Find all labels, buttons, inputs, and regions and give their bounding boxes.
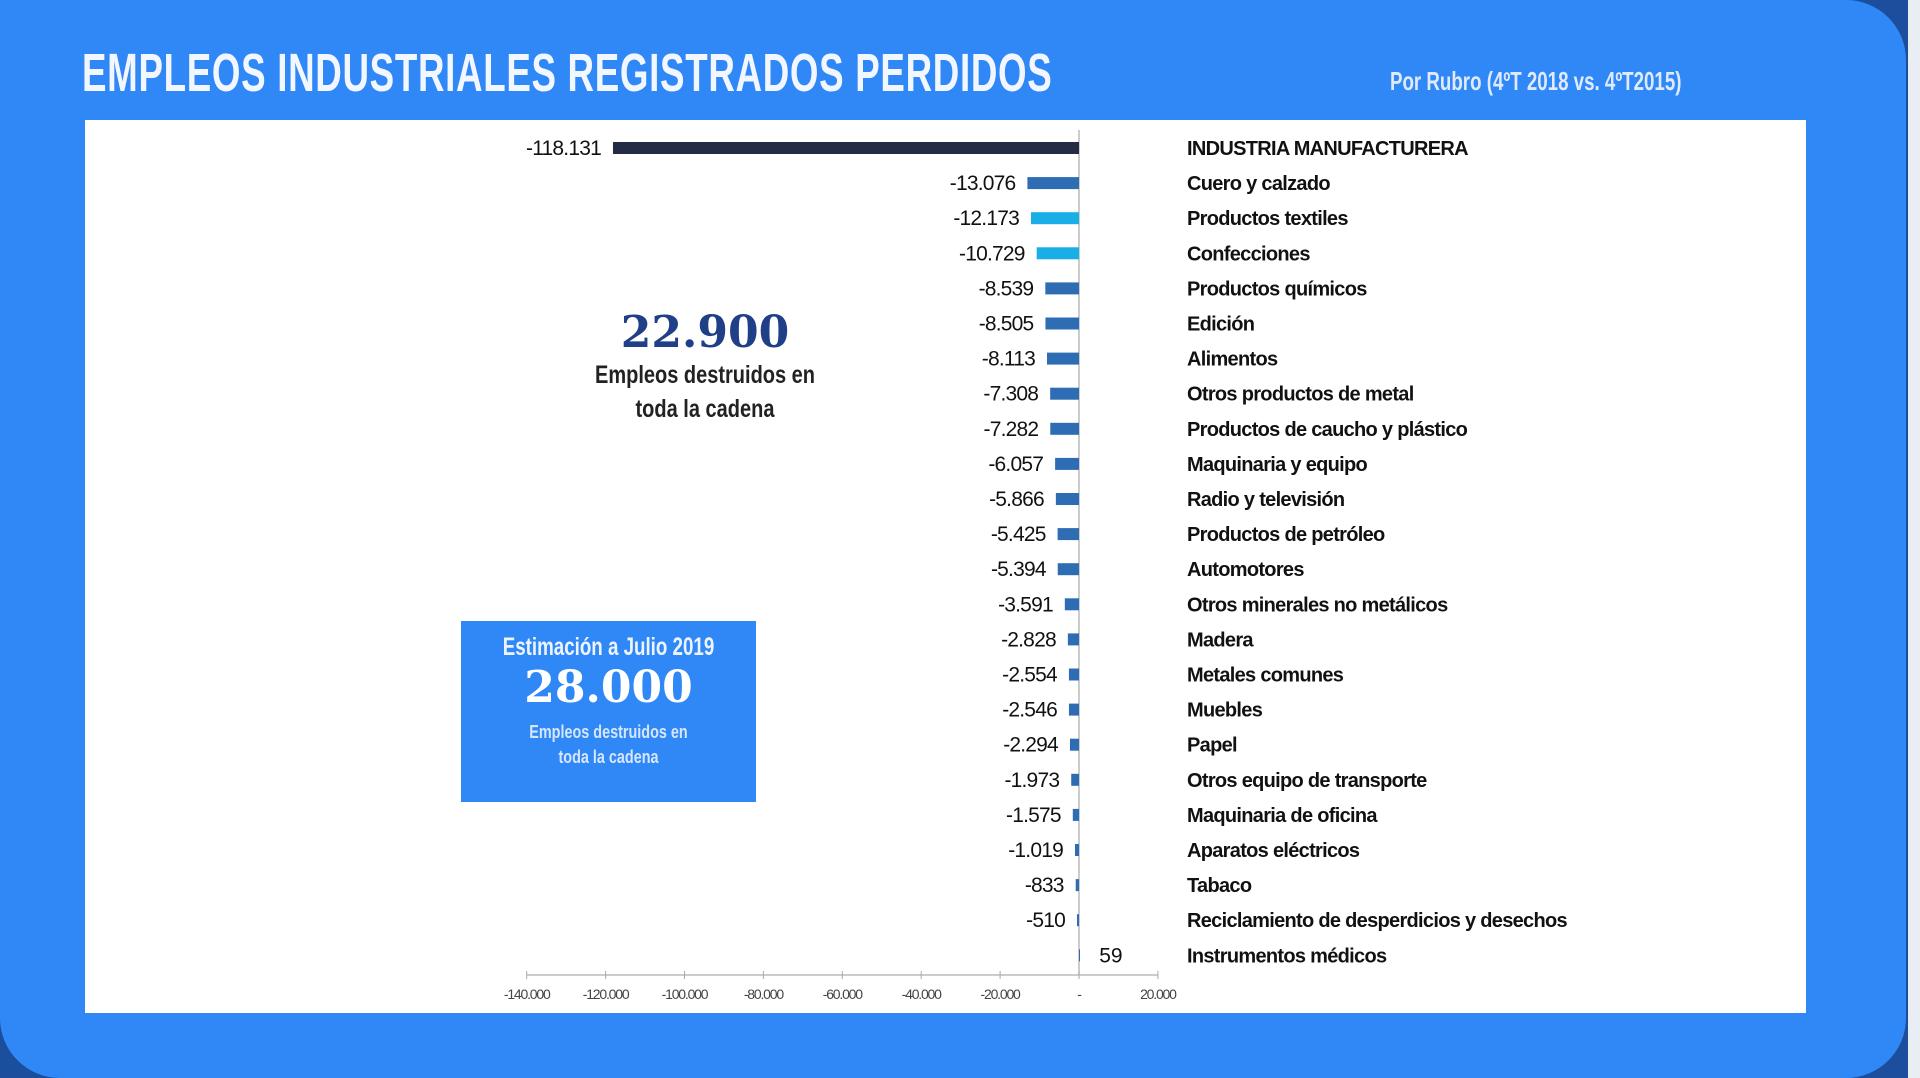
category-label: INDUSTRIA MANUFACTURERA — [1187, 138, 1468, 160]
category-label: Instrumentos médicos — [1187, 945, 1387, 967]
x-tick-label: -120.000 — [583, 986, 630, 1002]
estimate-heading: Estimación a Julio 2019 — [502, 633, 715, 661]
value-label: -7.308 — [983, 383, 1038, 406]
bar — [1027, 177, 1079, 190]
bar — [1069, 738, 1079, 751]
bar — [1057, 528, 1079, 541]
value-label: -2.554 — [1002, 664, 1058, 687]
total-stat-value: 22.900 — [620, 307, 790, 358]
category-label: Radio y televisión — [1187, 489, 1344, 511]
category-label: Maquinaria de oficina — [1187, 805, 1378, 827]
bar — [1079, 949, 1080, 962]
bar — [1074, 844, 1079, 856]
x-tick-label: -40.000 — [902, 986, 942, 1002]
bar — [1045, 317, 1079, 330]
category-label: Productos de caucho y plástico — [1187, 419, 1468, 441]
category-label: Edición — [1187, 314, 1254, 336]
category-label: Alimentos — [1187, 349, 1278, 371]
category-label: Madera — [1187, 629, 1254, 651]
bar — [1068, 668, 1079, 681]
x-tick-label: -100.000 — [662, 986, 709, 1002]
page-subtitle: Por Rubro (4ºT 2018 vs. 4ºT2015) — [1390, 66, 1682, 96]
value-label: -118.131 — [526, 137, 601, 160]
bar — [1064, 598, 1079, 611]
bar — [1072, 808, 1079, 821]
category-label: Otros equipo de transporte — [1187, 770, 1427, 792]
bar — [1071, 773, 1079, 786]
bar — [1045, 282, 1079, 295]
estimate-line2: toda la cadena — [558, 747, 659, 767]
category-label: Muebles — [1187, 700, 1263, 722]
value-label: -8.113 — [982, 348, 1035, 371]
value-label: -5.394 — [991, 558, 1047, 581]
value-label: -10.729 — [959, 242, 1025, 265]
value-label: -5.866 — [989, 488, 1044, 511]
estimate-line1: Empleos destruidos en — [529, 722, 688, 742]
bar — [612, 142, 1079, 154]
category-label: Tabaco — [1187, 875, 1252, 897]
x-tick-label: - — [1077, 986, 1082, 1002]
total-stat: 22.900 Empleos destruidos en toda la cad… — [560, 308, 850, 426]
value-label: -1.973 — [1004, 769, 1059, 792]
category-label: Otros minerales no metálicos — [1187, 594, 1448, 616]
bar — [1076, 914, 1079, 927]
value-label: -13.076 — [950, 172, 1016, 195]
x-tick-label: -60.000 — [823, 986, 863, 1002]
value-label: -833 — [1025, 874, 1064, 897]
category-label: Reciclamiento de desperdicios y desechos — [1187, 910, 1568, 932]
category-label: Papel — [1187, 735, 1237, 757]
category-label: Cuero y calzado — [1187, 173, 1330, 195]
value-label: -12.173 — [953, 207, 1019, 230]
category-label: Productos de petróleo — [1187, 524, 1385, 546]
x-tick-label: -140.000 — [504, 986, 551, 1002]
category-label: Productos químicos — [1187, 278, 1367, 300]
x-tick-label: -20.000 — [981, 986, 1021, 1002]
value-label: -8.539 — [979, 277, 1034, 300]
estimate-box: Estimación a Julio 2019 28.000 Empleos d… — [461, 621, 756, 802]
estimate-value: 28.000 — [524, 662, 693, 713]
chart-area — [85, 120, 1806, 1013]
x-tick-label: -80.000 — [744, 986, 784, 1002]
value-label: -1.575 — [1006, 804, 1061, 827]
category-label: Otros productos de metal — [1187, 384, 1414, 406]
category-label: Productos textiles — [1187, 208, 1348, 230]
bar — [1057, 563, 1079, 576]
category-label: Confecciones — [1187, 243, 1310, 265]
bar — [1050, 387, 1079, 400]
category-label: Maquinaria y equipo — [1187, 454, 1368, 476]
value-label: -7.282 — [984, 418, 1039, 441]
value-label: -5.425 — [991, 523, 1046, 546]
category-label: Automotores — [1187, 559, 1304, 581]
bar — [1067, 633, 1079, 646]
bar — [1075, 879, 1079, 892]
category-label: Aparatos eléctricos — [1187, 840, 1360, 862]
x-tick-label: 20.000 — [1140, 986, 1177, 1002]
value-label: -6.057 — [988, 453, 1043, 476]
category-label: Metales comunes — [1187, 665, 1344, 687]
value-label: -8.505 — [979, 313, 1034, 336]
page-title: EMPLEOS INDUSTRIALES REGISTRADOS PERDIDO… — [82, 43, 1053, 103]
bar — [1036, 247, 1079, 260]
bar — [1050, 422, 1079, 435]
value-label: -2.546 — [1002, 699, 1057, 722]
bar — [1068, 703, 1079, 716]
bar — [1046, 352, 1079, 365]
value-label: -510 — [1026, 909, 1065, 932]
value-label: -3.591 — [998, 593, 1053, 616]
bar — [1030, 212, 1079, 225]
total-stat-line2: toda la cadena — [635, 395, 775, 423]
value-label: -2.294 — [1003, 734, 1059, 757]
bar — [1055, 493, 1079, 505]
total-stat-line1: Empleos destruidos en — [594, 361, 816, 389]
value-label: -1.019 — [1008, 839, 1063, 862]
value-label: -2.828 — [1001, 628, 1056, 651]
value-label: 59 — [1099, 944, 1122, 967]
bar — [1055, 457, 1079, 470]
